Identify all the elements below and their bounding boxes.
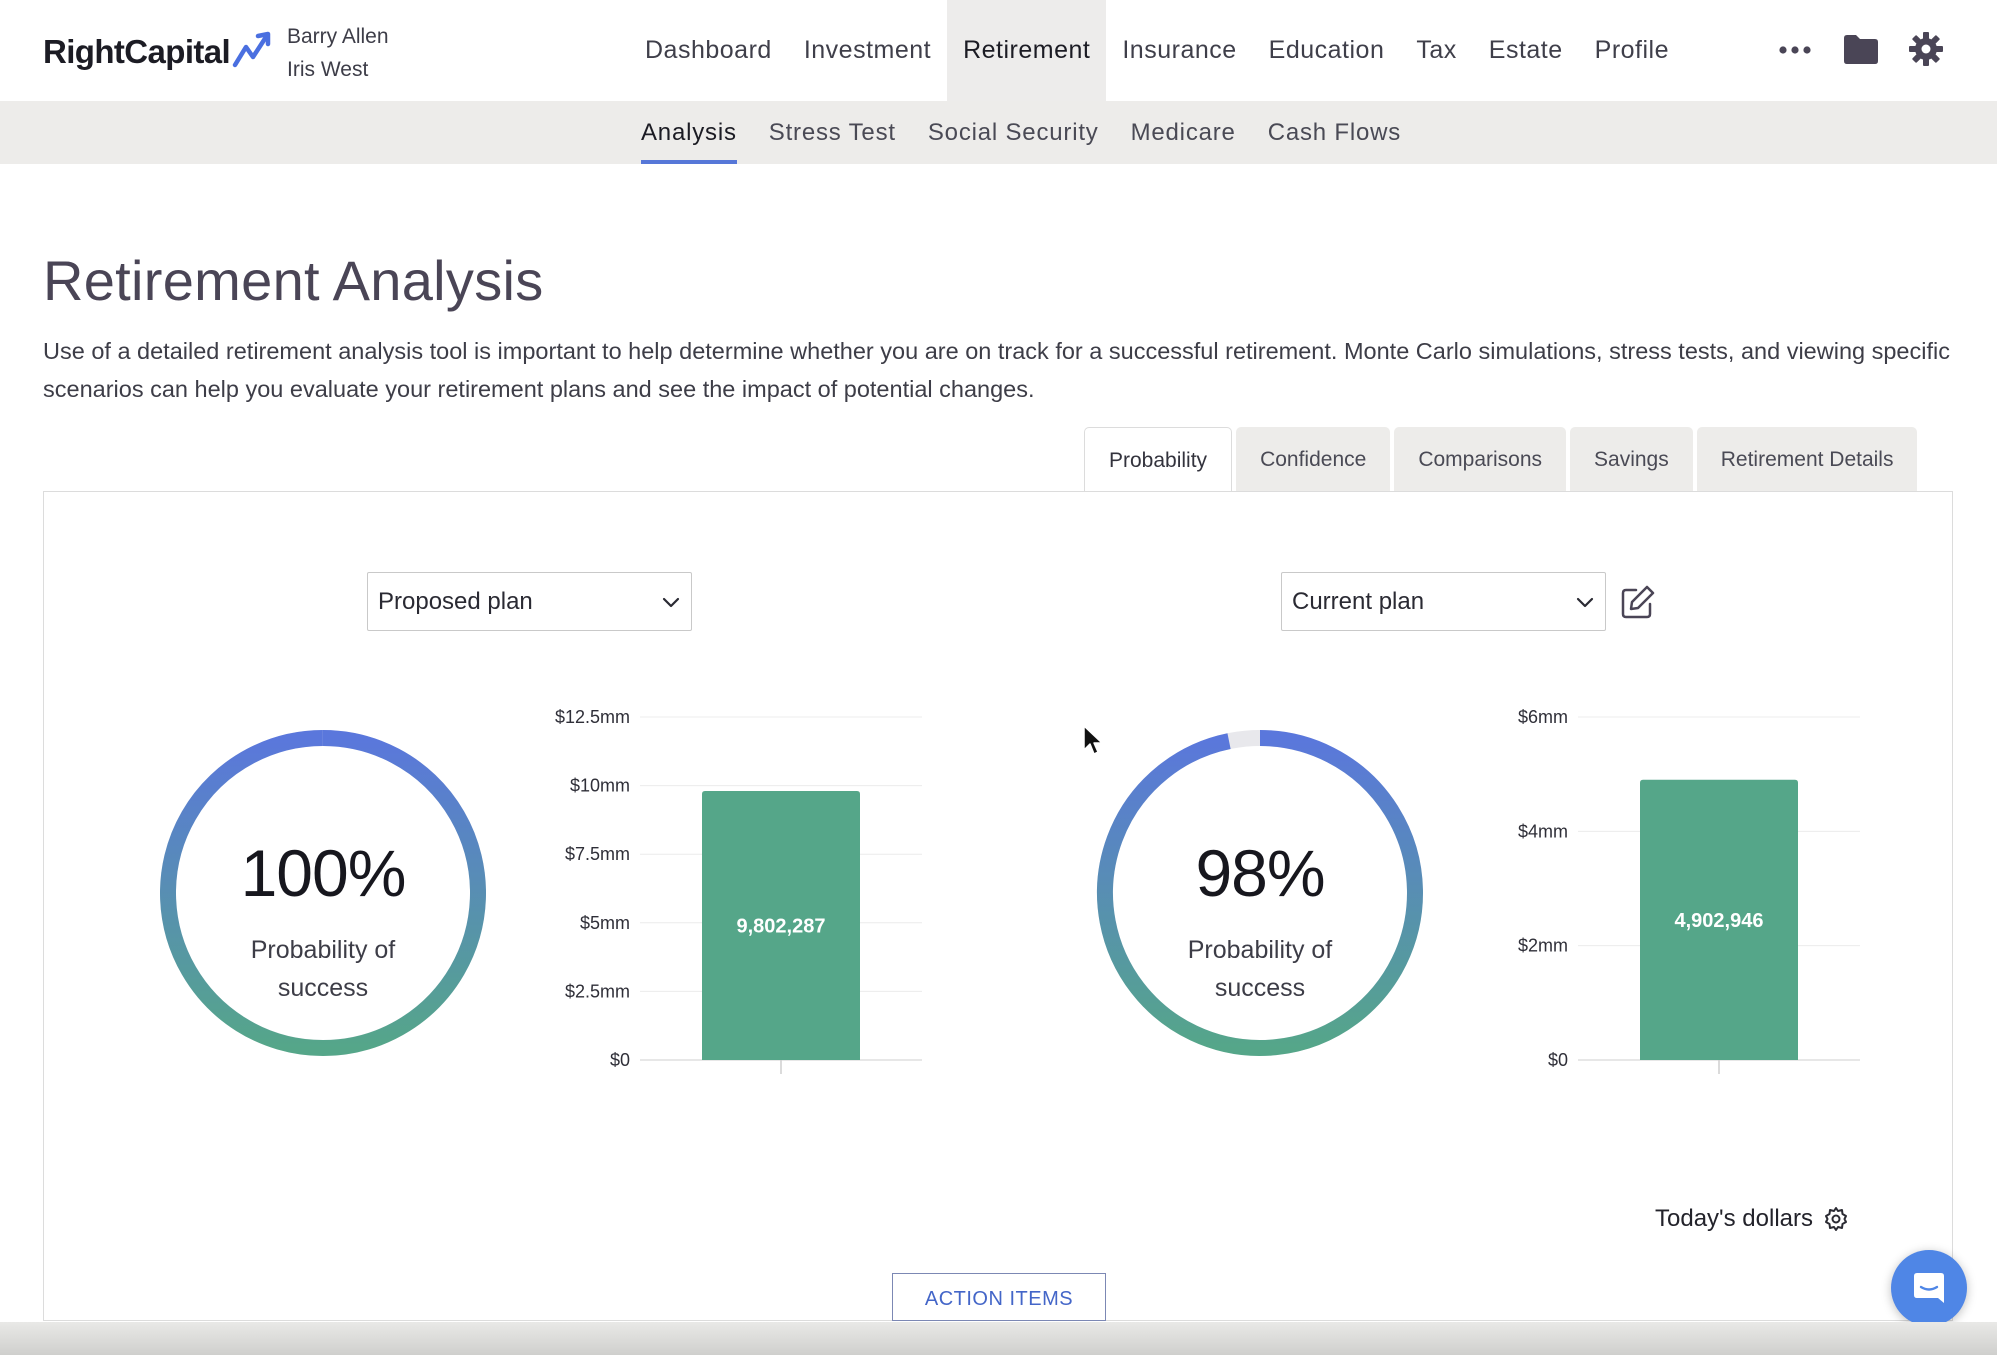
nav-insurance[interactable]: Insurance [1122,36,1237,64]
subnav-stress-test[interactable]: Stress Test [768,119,896,146]
page-title: Retirement Analysis [43,249,544,312]
y-tick-label: $2mm [1518,936,1568,956]
client-name-spouse: Iris West [287,58,369,81]
todays-dollars-label: Today's dollars [1655,1205,1813,1232]
chat-launcher-button[interactable] [1891,1250,1967,1326]
y-tick-label: $12.5mm [555,707,630,727]
dollars-setting[interactable]: Today's dollars [1655,1205,1849,1233]
subnav-cash-flows[interactable]: Cash Flows [1267,119,1402,146]
tab-probability[interactable]: Probability [1084,427,1233,493]
logo-text: RightCapital [43,33,231,70]
client-names[interactable]: Barry Allen Iris West [287,20,389,86]
analysis-tabs: Probability Confidence Comparisons Savin… [1084,427,1918,493]
probability-panel [43,491,1953,1321]
current-probability-caption: Probability of success [1187,936,1333,1002]
sub-nav-bar: Analysis Stress Test Social Security Med… [0,101,1997,164]
sub-nav: Analysis Stress Test Social Security Med… [641,101,1433,164]
current-plan-select-value: Current plan [1292,588,1425,615]
proposed-gauge-ring [160,730,486,1056]
current-probability-value: 98% [1195,836,1325,910]
proposed-probability-value: 100% [240,836,407,910]
gear-icon[interactable] [1908,31,1944,67]
top-header: RightCapital Barry Allen Iris West Dashb… [0,0,1997,101]
current-savings-bar-chart: $0 $2mm $4mm $6mm 4,902,946 [1518,707,1860,1074]
chat-icon [1914,1273,1944,1303]
more-horizontal-icon[interactable] [1777,32,1813,68]
folder-icon[interactable] [1843,33,1879,65]
proposed-savings-bar-chart: $0 $2.5mm $5mm $7.5mm $10mm $12.5mm 9,802,287 [555,707,922,1074]
nav-education[interactable]: Education [1268,36,1385,64]
logo-arrow-icon [232,31,271,68]
window-bottom-edge [0,1322,1997,1355]
main-nav: Dashboard Investment Retirement Insuranc… [629,0,1685,101]
nav-tax[interactable]: Tax [1416,36,1457,64]
y-tick-label: $2.5mm [565,981,630,1001]
nav-investment[interactable]: Investment [803,36,932,64]
nav-profile[interactable]: Profile [1594,36,1670,64]
y-tick-label: $10mm [570,776,630,796]
mouse-cursor-icon [1083,725,1103,755]
tab-comparisons[interactable]: Comparisons [1394,427,1567,492]
proposed-gauge-arc [160,730,486,1056]
logo[interactable]: RightCapital [43,30,276,74]
current-gauge-ring [1097,730,1423,1056]
proposed-probability-gauge: 100% Probability of success [153,723,493,1063]
nav-dashboard[interactable]: Dashboard [645,36,772,64]
edit-icon[interactable] [1620,584,1656,620]
tab-savings[interactable]: Savings [1570,427,1693,492]
proposed-plan-select[interactable]: Proposed plan [367,572,692,631]
subnav-medicare[interactable]: Medicare [1130,119,1236,146]
bar[interactable] [702,791,860,1060]
tab-retirement-details[interactable]: Retirement Details [1696,427,1918,492]
y-tick-label: $0 [1548,1050,1568,1070]
y-tick-label: $5mm [580,913,630,933]
bar-value-label: 9,802,287 [737,916,826,938]
current-probability-gauge: 98% Probability of success [1090,723,1430,1063]
settings-gear-icon[interactable] [1823,1206,1849,1232]
current-plan-select[interactable]: Current plan [1281,572,1606,631]
bar-value-label: 4,902,946 [1675,910,1764,932]
tab-confidence[interactable]: Confidence [1236,427,1391,492]
proposed-probability-caption: Probability of success [250,936,396,1002]
nav-retirement[interactable]: Retirement [947,0,1107,101]
page-description: Use of a detailed retirement analysis to… [43,338,1950,402]
y-tick-label: $4mm [1518,821,1568,841]
current-gauge-arc [1097,730,1423,1056]
bar[interactable] [1640,779,1798,1060]
y-tick-label: $6mm [1518,707,1568,727]
y-tick-label: $0 [610,1050,630,1070]
subnav-analysis[interactable]: Analysis [641,101,737,164]
y-tick-label: $7.5mm [565,844,630,864]
chevron-down-icon [662,597,680,608]
subnav-social-security[interactable]: Social Security [927,119,1099,146]
proposed-plan-select-value: Proposed plan [378,588,533,615]
client-name-primary: Barry Allen [287,25,389,48]
action-items-button[interactable]: ACTION ITEMS [892,1273,1106,1321]
nav-estate[interactable]: Estate [1488,36,1563,64]
chevron-down-icon [1576,597,1594,608]
